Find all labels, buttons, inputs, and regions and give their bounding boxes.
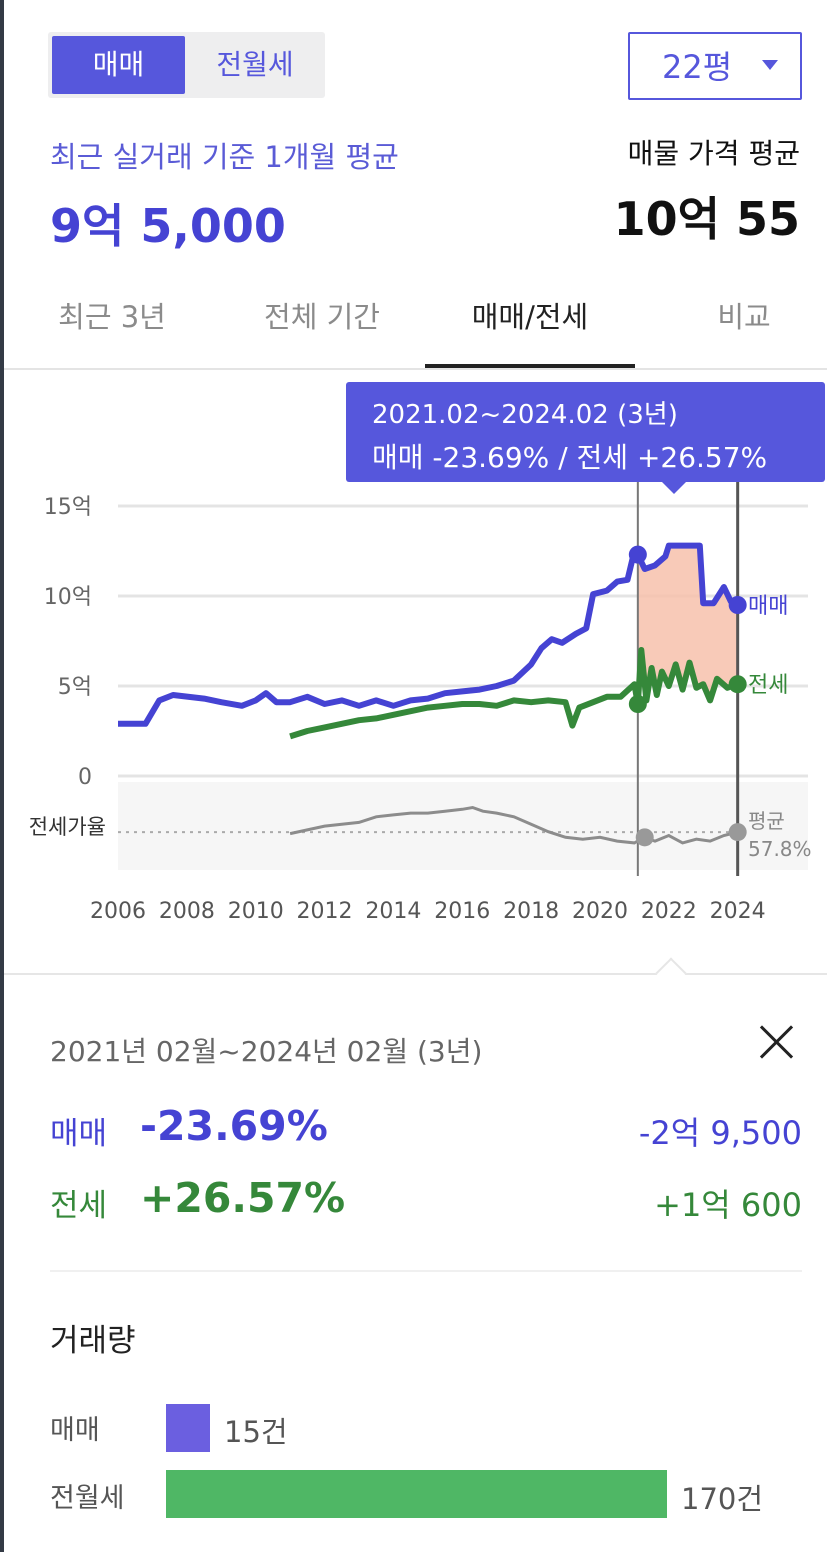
volume-sale-label: 매매 xyxy=(50,1415,100,1446)
x-tick-label: 2016 xyxy=(434,899,490,924)
listing-price-label: 매물 가격 평균 xyxy=(627,137,800,170)
ratio-average-value: 57.8% xyxy=(748,837,812,861)
ratio-average-label: 평균 xyxy=(748,809,785,833)
ratio-end-dot xyxy=(728,823,747,842)
jeonse-start-dot xyxy=(628,695,647,713)
divider-pointer xyxy=(655,957,687,989)
tooltip-pointer xyxy=(662,482,686,494)
y-tick-label: 10억 xyxy=(44,585,92,610)
x-tick-label: 2020 xyxy=(572,899,628,924)
tab-sale-jeonse[interactable]: 매매/전세 xyxy=(471,300,589,334)
window-edge xyxy=(0,0,4,1552)
tab-all-period[interactable]: 전체 기간 xyxy=(264,300,380,334)
x-tick-label: 2012 xyxy=(297,899,353,924)
close-icon[interactable] xyxy=(755,1020,799,1064)
y-tick-label: 5억 xyxy=(58,675,92,700)
tooltip-range: 2021.02~2024.02 (3년) xyxy=(372,400,678,430)
ratio-band-bg xyxy=(118,782,808,870)
x-tick-label: 2018 xyxy=(503,899,559,924)
active-tab-indicator xyxy=(425,364,635,368)
trade-type-toggle: 매매 전월세 xyxy=(48,32,325,98)
x-tick-label: 2024 xyxy=(710,899,766,924)
jeonse-end-label: 전세 xyxy=(748,673,788,698)
x-tick-label: 2022 xyxy=(641,899,697,924)
jeonse-change-amount: +1억 600 xyxy=(654,1186,802,1224)
jeonse-change-label: 전세 xyxy=(50,1188,108,1224)
sale-tab-button[interactable]: 매매 xyxy=(52,36,185,94)
sale-start-dot xyxy=(628,545,647,564)
sale-series-line xyxy=(118,542,740,727)
volume-title: 거래량 xyxy=(50,1323,136,1359)
sale-change-amount: -2억 9,500 xyxy=(638,1114,802,1152)
recent-price-value: 9억 5,000 xyxy=(50,199,286,253)
jeonse-end-dot xyxy=(728,675,747,694)
jeonse-change-pct: +26.57% xyxy=(140,1174,346,1222)
size-dropdown[interactable]: 22평 xyxy=(628,32,802,100)
volume-rent-label: 전월세 xyxy=(50,1483,125,1514)
volume-rent-count: 170건 xyxy=(681,1482,764,1516)
rent-tab-button[interactable]: 전월세 xyxy=(216,48,294,81)
x-tick-label: 2010 xyxy=(228,899,284,924)
period-label: 2021년 02월~2024년 02월 (3년) xyxy=(50,1035,483,1068)
recent-price-label: 최근 실거래 기준 1개월 평균 xyxy=(50,140,399,174)
x-tick-label: 2014 xyxy=(365,899,421,924)
size-dropdown-value: 22평 xyxy=(662,48,733,86)
section-divider xyxy=(4,973,827,975)
highlight-area xyxy=(637,545,738,704)
range-tooltip: 2021.02~2024.02 (3년) 매매 -23.69% / 전세 +26… xyxy=(346,382,825,494)
tooltip-change: 매매 -23.69% / 전세 +26.57% xyxy=(372,441,768,474)
period-tabs: 최근 3년 전체 기간 매매/전세 비교 xyxy=(4,292,827,370)
listing-price-value: 10억 55 xyxy=(613,192,800,246)
volume-rent-bar xyxy=(166,1470,667,1518)
x-tick-label: 2006 xyxy=(90,899,146,924)
tab-compare[interactable]: 비교 xyxy=(717,300,771,334)
ratio-label: 전세가율 xyxy=(29,815,106,839)
caret-down-icon xyxy=(762,60,778,70)
volume-sale-count: 15건 xyxy=(224,1415,288,1449)
x-tick-label: 2008 xyxy=(159,899,215,924)
volume-separator xyxy=(50,1270,802,1272)
tab-recent-3y[interactable]: 최근 3년 xyxy=(58,300,166,334)
y-tick-label: 0 xyxy=(78,765,92,790)
sale-change-label: 매매 xyxy=(50,1116,108,1152)
ratio-series-line xyxy=(289,805,739,845)
sale-end-dot xyxy=(728,596,747,614)
ratio-start-dot xyxy=(635,828,654,847)
sale-end-label: 매매 xyxy=(748,594,788,619)
sale-change-pct: -23.69% xyxy=(140,1102,328,1150)
jeonse-series-line xyxy=(289,647,739,740)
volume-sale-bar xyxy=(166,1404,210,1452)
y-tick-label: 15억 xyxy=(44,495,92,520)
